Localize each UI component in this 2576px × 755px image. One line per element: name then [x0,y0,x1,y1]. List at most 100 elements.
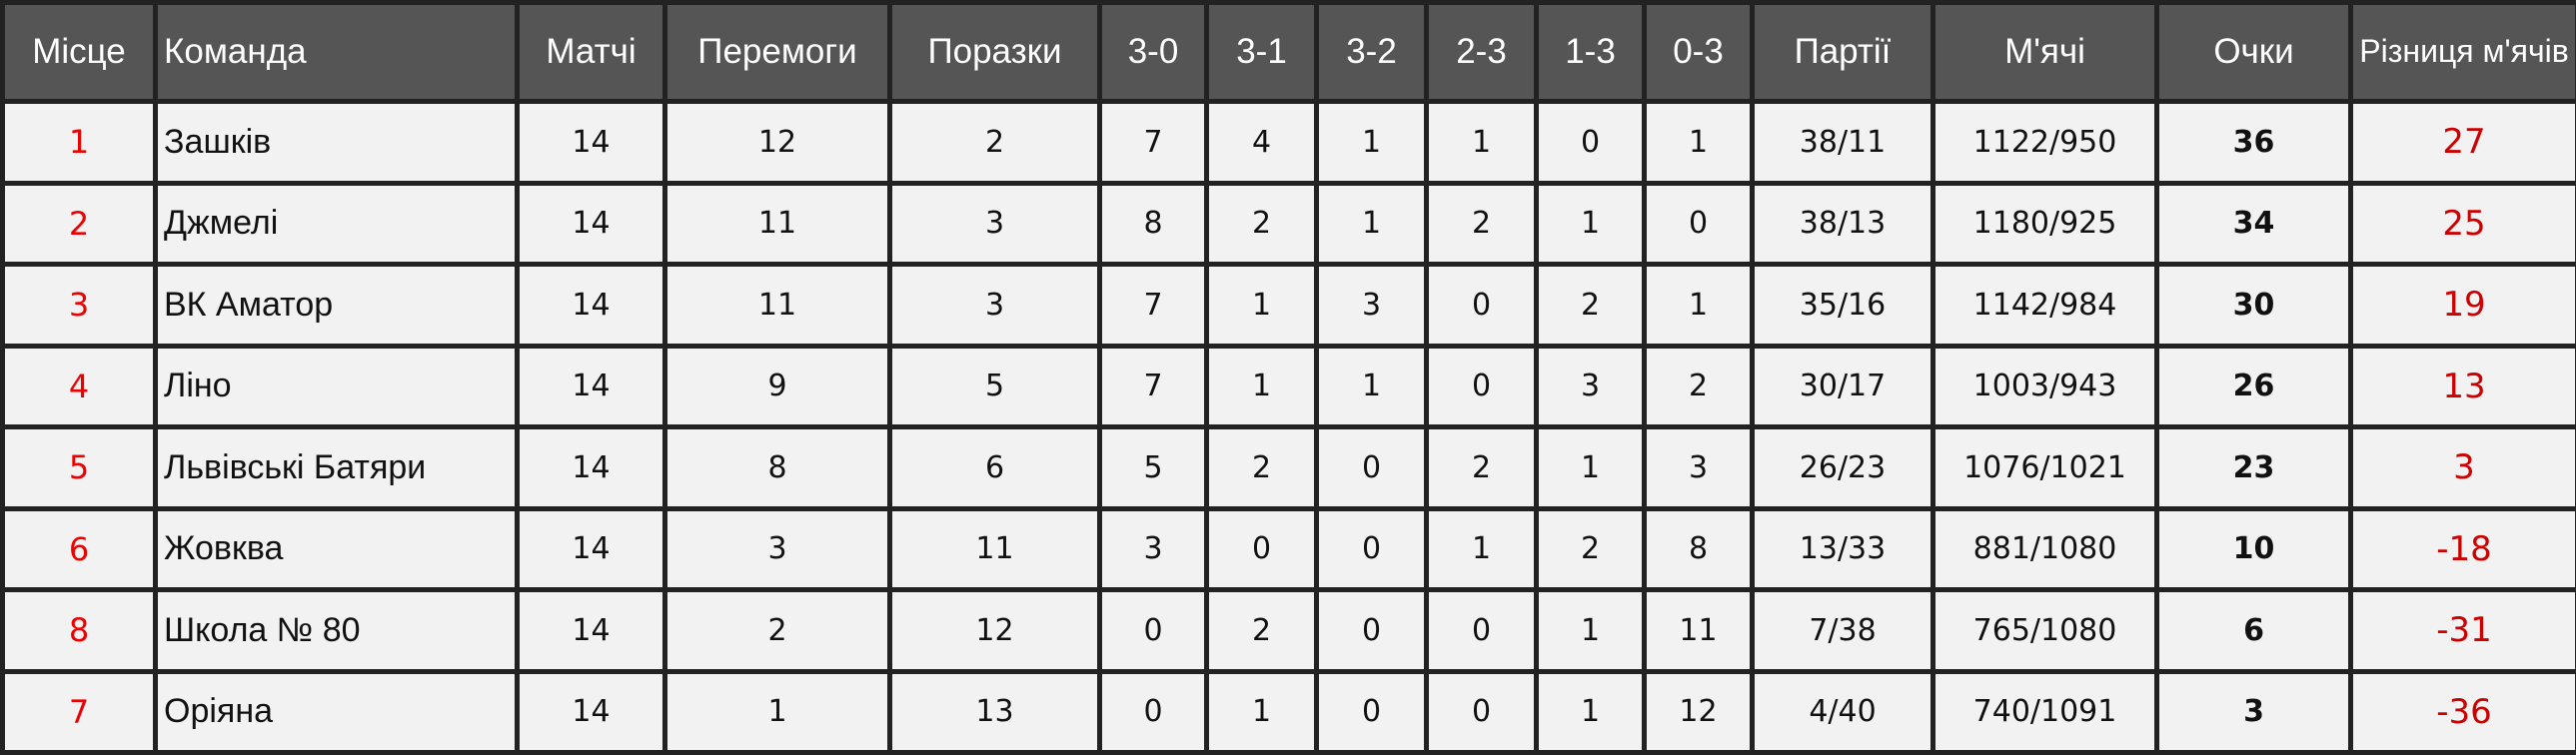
cell-losses: 3 [887,262,1102,349]
cell-place: 7 [0,668,158,755]
cell-3-0: 0 [1097,587,1209,674]
cell-2-3: 0 [1424,343,1539,429]
header-wins: Перемоги [662,0,892,104]
table-row: 6 Жовква 14 3 11 3 0 0 1 2 8 13/33 881/1080 10 -18 [0,505,2576,592]
cell-3-2: 1 [1314,99,1429,186]
cell-team: Ліно [153,343,520,429]
cell-3-1: 2 [1204,424,1319,511]
header-row: Місце Команда Матчі Перемоги Поразки 3-0 3-1 3-… [0,0,2576,104]
cell-losses: 3 [887,180,1102,267]
cell-3-2: 0 [1314,587,1429,674]
cell-team: Школа № 80 [153,587,520,674]
header-2-3: 2-3 [1424,0,1539,104]
cell-points-balls: 1180/925 [1931,180,2159,267]
cell-sets: 38/11 [1750,99,1935,186]
cell-0-3: 8 [1642,505,1755,592]
cell-3-2: 1 [1314,180,1429,267]
cell-points-balls: 740/1091 [1931,668,2159,755]
cell-wins: 3 [662,505,892,592]
cell-points: 23 [2154,424,2353,511]
cell-3-1: 0 [1204,505,1319,592]
table-row: 8 Школа № 80 14 2 12 0 2 0 0 1 11 7/38 765/1080 6 -31 [0,587,2576,674]
cell-sets: 7/38 [1750,587,1935,674]
cell-ball-difference: -18 [2348,505,2576,592]
cell-team: Джмелі [153,180,520,267]
table-row: 1 Зашків 14 12 2 7 4 1 1 0 1 38/11 1122/950 36 27 [0,99,2576,186]
cell-3-2: 3 [1314,262,1429,349]
cell-2-3: 1 [1424,99,1539,186]
cell-0-3: 1 [1642,262,1755,349]
cell-3-0: 7 [1097,99,1209,186]
cell-1-3: 2 [1534,262,1647,349]
cell-losses: 6 [887,424,1102,511]
cell-matches: 14 [515,587,667,674]
table-row: 7 Оріяна 14 1 13 0 1 0 0 1 12 4/40 740/1091 3 -36 [0,668,2576,755]
cell-ball-difference: -36 [2348,668,2576,755]
cell-0-3: 1 [1642,99,1755,186]
cell-3-0: 7 [1097,343,1209,429]
cell-1-3: 0 [1534,99,1647,186]
header-3-2: 3-2 [1314,0,1429,104]
cell-3-0: 7 [1097,262,1209,349]
header-ball-difference: Різниця м'ячів [2348,0,2576,104]
cell-sets: 38/13 [1750,180,1935,267]
cell-3-2: 0 [1314,424,1429,511]
cell-3-1: 2 [1204,180,1319,267]
cell-1-3: 1 [1534,668,1647,755]
cell-1-3: 1 [1534,424,1647,511]
cell-place: 2 [0,180,158,267]
cell-wins: 8 [662,424,892,511]
cell-1-3: 2 [1534,505,1647,592]
cell-wins: 9 [662,343,892,429]
header-sets: Партії [1750,0,1935,104]
cell-place: 5 [0,424,158,511]
cell-ball-difference: 13 [2348,343,2576,429]
cell-0-3: 12 [1642,668,1755,755]
table-row: 2 Джмелі 14 11 3 8 2 1 2 1 0 38/13 1180/925 34 25 [0,180,2576,267]
cell-matches: 14 [515,505,667,592]
cell-ball-difference: 27 [2348,99,2576,186]
cell-3-2: 0 [1314,505,1429,592]
cell-3-2: 0 [1314,668,1429,755]
cell-matches: 14 [515,180,667,267]
cell-place: 3 [0,262,158,349]
cell-wins: 11 [662,180,892,267]
cell-2-3: 0 [1424,668,1539,755]
cell-wins: 12 [662,99,892,186]
cell-ball-difference: -31 [2348,587,2576,674]
cell-team: Оріяна [153,668,520,755]
cell-3-1: 4 [1204,99,1319,186]
cell-team: ВК Аматор [153,262,520,349]
cell-losses: 5 [887,343,1102,429]
cell-sets: 35/16 [1750,262,1935,349]
cell-2-3: 1 [1424,505,1539,592]
cell-sets: 30/17 [1750,343,1935,429]
header-team: Команда [153,0,520,104]
table-row: 3 ВК Аматор 14 11 3 7 1 3 0 2 1 35/16 1142/984 30 19 [0,262,2576,349]
table-row: 4 Ліно 14 9 5 7 1 1 0 3 2 30/17 1003/943 26 13 [0,343,2576,429]
cell-points-balls: 765/1080 [1931,587,2159,674]
cell-losses: 13 [887,668,1102,755]
cell-sets: 26/23 [1750,424,1935,511]
header-1-3: 1-3 [1534,0,1647,104]
cell-wins: 11 [662,262,892,349]
cell-3-0: 5 [1097,424,1209,511]
cell-matches: 14 [515,424,667,511]
cell-points: 10 [2154,505,2353,592]
cell-2-3: 2 [1424,424,1539,511]
cell-sets: 13/33 [1750,505,1935,592]
cell-points: 30 [2154,262,2353,349]
cell-0-3: 3 [1642,424,1755,511]
cell-place: 6 [0,505,158,592]
cell-team: Жовква [153,505,520,592]
cell-matches: 14 [515,343,667,429]
cell-sets: 4/40 [1750,668,1935,755]
cell-3-0: 3 [1097,505,1209,592]
cell-losses: 11 [887,505,1102,592]
cell-losses: 12 [887,587,1102,674]
cell-team: Зашків [153,99,520,186]
cell-3-1: 1 [1204,262,1319,349]
cell-points: 34 [2154,180,2353,267]
cell-matches: 14 [515,262,667,349]
